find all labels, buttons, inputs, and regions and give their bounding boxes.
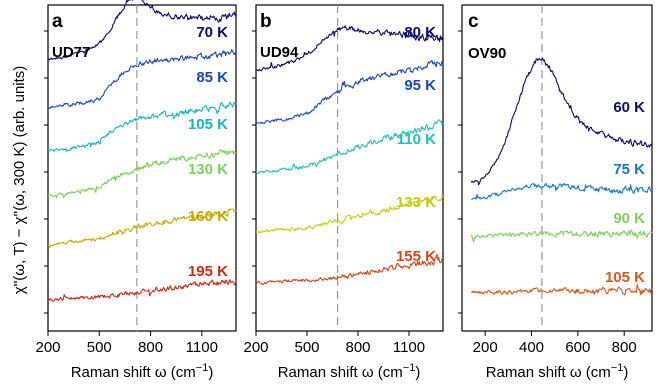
- panel-a-x-ticks: 200 500 800 1100: [35, 331, 218, 356]
- panel-c-sample-label: OV90: [468, 45, 506, 62]
- temp-label-85k: 85 K: [196, 69, 228, 86]
- series-line-160k: [47, 208, 237, 248]
- x-tick-label: 600: [565, 339, 590, 356]
- temp-label-90k: 90 K: [613, 210, 645, 227]
- x-tick-label: 200: [243, 339, 268, 356]
- series-line-70k: [47, 0, 237, 61]
- panel-c-series: [470, 57, 653, 296]
- temp-label-105k: 105 K: [188, 116, 228, 133]
- series-line-80k: [255, 25, 444, 72]
- series-line-85k: [47, 48, 237, 110]
- panel-a-sample-label: UD77: [52, 44, 90, 61]
- x-tick-label: 400: [519, 339, 544, 356]
- panel-a-series: [47, 0, 237, 302]
- temp-label-75k: 75 K: [613, 161, 645, 178]
- x-tick-label: 1100: [186, 339, 218, 356]
- series-line-75k: [471, 182, 653, 200]
- x-tick-label: 200: [473, 339, 498, 356]
- x-tick-label: 500: [294, 339, 319, 356]
- panel-a-y-ticks: [44, 30, 48, 314]
- x-tick-label: 800: [612, 339, 637, 356]
- temp-label-133k: 133 K: [396, 194, 436, 211]
- series-line-90k: [470, 229, 653, 243]
- series-line-130k: [47, 149, 237, 199]
- panel-c: c OV90 60 K 75 K 90 K 105 K 200 400 600 800: [458, 4, 653, 356]
- panel-b-y-ticks: [252, 30, 256, 314]
- panel-a-frame: [47, 4, 237, 332]
- x-tick-label: 800: [345, 339, 370, 356]
- series-line-105k: [470, 283, 653, 296]
- panel-b: b UD94 80 K 95 K 110 K 133 K 155 K 200 50…: [243, 4, 444, 356]
- series-line-60k: [470, 57, 653, 186]
- temp-label-105k-c: 105 K: [605, 269, 645, 286]
- temp-label-110k: 110 K: [397, 131, 436, 148]
- series-line-195k: [47, 279, 237, 302]
- x-tick-label: 1100: [393, 339, 425, 356]
- panel-c-temp-labels: 60 K 75 K 90 K 105 K: [605, 99, 645, 286]
- temp-label-70k: 70 K: [196, 24, 228, 41]
- x-tick-label: 200: [35, 339, 60, 356]
- x-tick-label: 500: [87, 339, 112, 356]
- temp-label-130k: 130 K: [188, 161, 228, 178]
- y-axis-title: χ''(ω, T) − χ''(ω, 300 K) (arb. units): [11, 66, 28, 295]
- panel-b-x-ticks: 200 500 800 1100: [243, 331, 425, 356]
- temp-label-60k: 60 K: [613, 99, 645, 116]
- series-line-133k: [255, 194, 444, 234]
- series-line-155k: [255, 253, 444, 286]
- x-tick-label: 800: [138, 339, 163, 356]
- panel-c-frame: [461, 4, 653, 332]
- panel-b-sample-label: UD94: [260, 44, 299, 61]
- temp-label-95k: 95 K: [404, 77, 436, 94]
- temp-label-195k: 195 K: [188, 263, 228, 280]
- series-line-110k: [255, 119, 444, 175]
- panel-b-frame: [255, 4, 444, 332]
- series-line-105k: [47, 101, 237, 153]
- panel-b-x-axis-title: Raman shift ω (cm−1): [278, 362, 421, 381]
- panel-b-letter: b: [260, 11, 272, 32]
- temp-label-155k: 155 K: [396, 248, 436, 265]
- panel-c-x-axis-title: Raman shift ω (cm−1): [486, 362, 629, 381]
- temp-label-80k: 80 K: [404, 24, 436, 41]
- panel-c-letter: c: [468, 11, 479, 32]
- panel-a-temp-labels: 70 K 85 K 105 K 130 K 160 K 195 K: [188, 24, 228, 280]
- panel-a: a UD77 70 K 85 K 105 K 130 K 160 K 195 K…: [35, 0, 237, 356]
- panel-c-y-ticks: [458, 30, 462, 314]
- panel-a-letter: a: [52, 11, 63, 32]
- panel-a-x-axis-title: Raman shift ω (cm−1): [71, 362, 214, 381]
- temp-label-160k: 160 K: [188, 208, 228, 225]
- panel-c-x-ticks: 200 400 600 800: [473, 331, 637, 356]
- panel-b-series: [255, 25, 444, 286]
- panel-b-temp-labels: 80 K 95 K 110 K 133 K 155 K: [396, 24, 436, 265]
- series-line-95k: [255, 59, 444, 124]
